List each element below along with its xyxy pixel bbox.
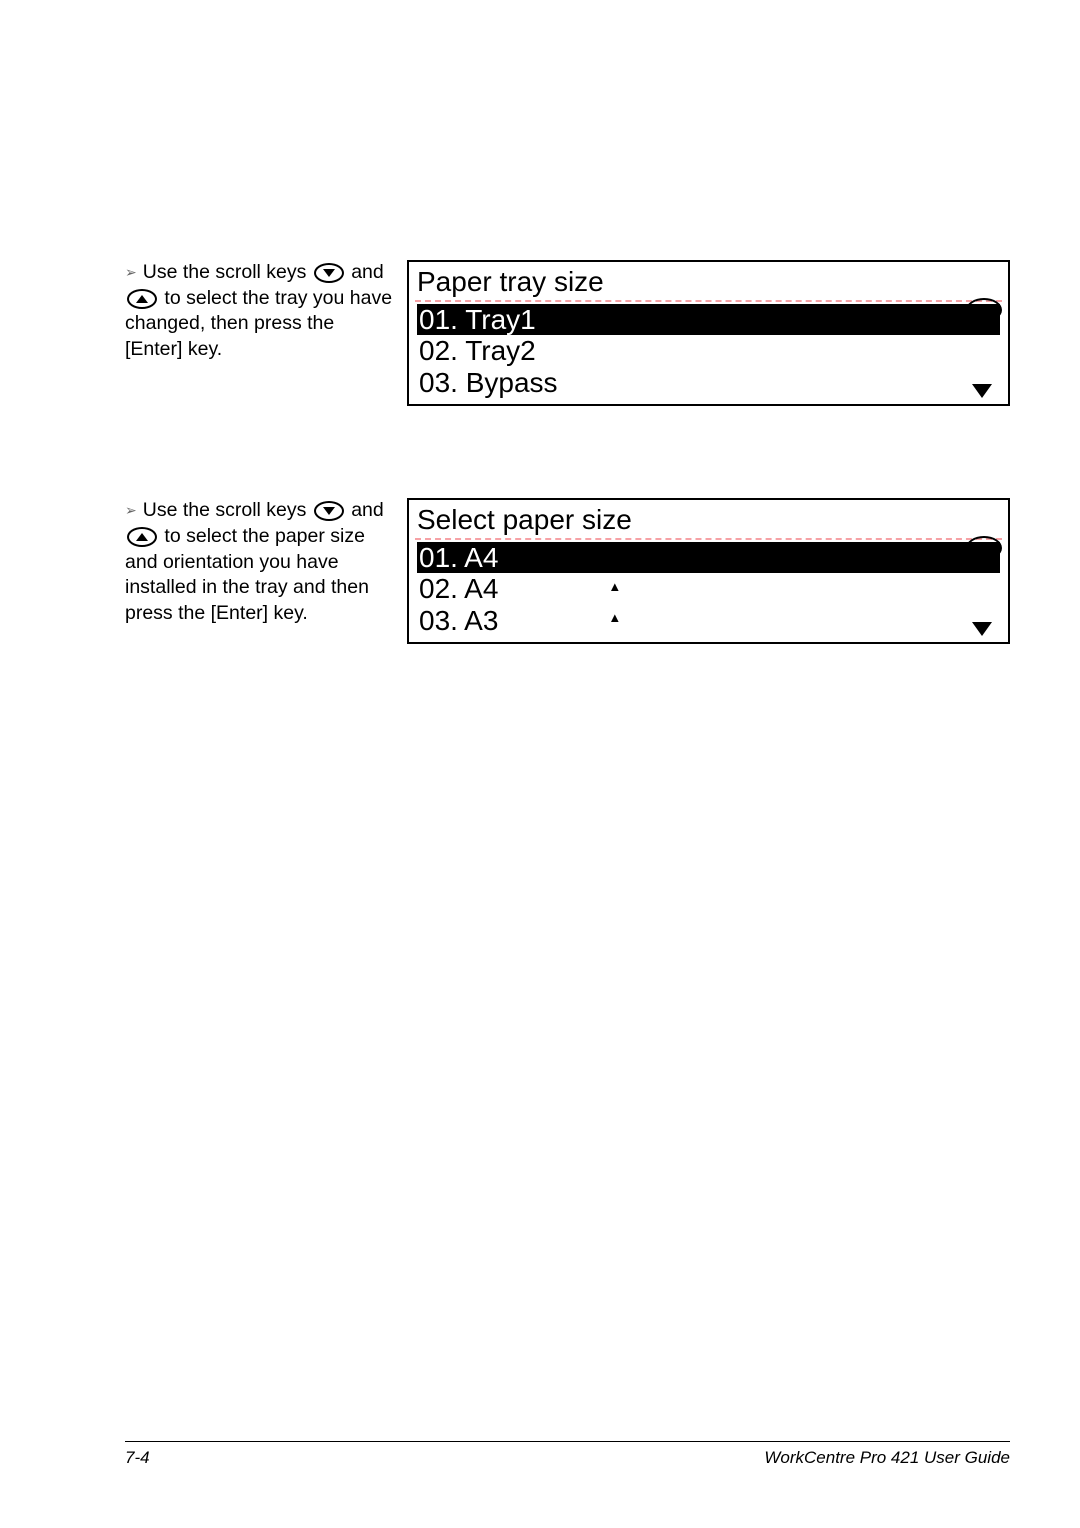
document-page: ➢ Use the scroll keys and to select the t… bbox=[0, 0, 1080, 1528]
step-1-row: ➢ Use the scroll keys and to select the t… bbox=[125, 260, 1010, 406]
step2-text-b: and bbox=[346, 499, 384, 521]
page-number: 7-4 bbox=[125, 1448, 150, 1468]
step2-text-c: to select the paper size and orientation… bbox=[125, 525, 369, 624]
list-item-label: 01. A4 bbox=[419, 542, 498, 573]
step-1-instruction: ➢ Use the scroll keys and to select the t… bbox=[125, 260, 395, 363]
scroll-up-key-icon bbox=[127, 289, 157, 309]
step-2-row: ➢ Use the scroll keys and to select the p… bbox=[125, 498, 1010, 644]
list-item-label: 02. Tray2 bbox=[419, 335, 536, 366]
scroll-up-icon[interactable] bbox=[966, 536, 1002, 560]
guide-title: WorkCentre Pro 421 User Guide bbox=[764, 1448, 1010, 1468]
page-footer: 7-4 WorkCentre Pro 421 User Guide bbox=[125, 1441, 1010, 1468]
scroll-down-key-icon bbox=[314, 501, 344, 521]
display1-title: Paper tray size bbox=[417, 266, 1000, 298]
footer-row: 7-4 WorkCentre Pro 421 User Guide bbox=[125, 1448, 1010, 1468]
display-paper-tray-size: Paper tray size 01. Tray1 02. Tray2 03. … bbox=[407, 260, 1010, 406]
bullet-icon: ➢ bbox=[125, 263, 137, 281]
list-item-label: 03. A3 bbox=[419, 605, 498, 636]
list-item-tray2[interactable]: 02. Tray2 bbox=[417, 335, 1000, 366]
step1-text-a: Use the scroll keys bbox=[143, 261, 312, 283]
step1-text-b: and bbox=[346, 261, 384, 283]
display-select-paper-size: Select paper size 01. A4 02. A4 ▲ 03. A3… bbox=[407, 498, 1010, 644]
scroll-down-icon[interactable] bbox=[972, 622, 992, 636]
orientation-marker: ▲ bbox=[608, 580, 621, 595]
list-item-a3[interactable]: 03. A3 ▲ bbox=[417, 605, 1000, 636]
list-item-label: 03. Bypass bbox=[419, 367, 558, 398]
scroll-down-icon[interactable] bbox=[972, 384, 992, 398]
list-item-label: 01. Tray1 bbox=[419, 304, 536, 335]
scroll-up-key-icon bbox=[127, 527, 157, 547]
list-item-bypass[interactable]: 03. Bypass bbox=[417, 367, 1000, 398]
scroll-up-icon[interactable] bbox=[966, 298, 1002, 322]
list-item-tray1[interactable]: 01. Tray1 bbox=[417, 304, 1000, 335]
bullet-icon: ➢ bbox=[125, 501, 137, 519]
scroll-down-key-icon bbox=[314, 263, 344, 283]
divider-dotted bbox=[415, 300, 1002, 302]
orientation-marker: ▲ bbox=[608, 611, 621, 626]
step2-text-a: Use the scroll keys bbox=[143, 499, 312, 521]
list-item-a4-1[interactable]: 01. A4 bbox=[417, 542, 1000, 573]
divider-dotted bbox=[415, 538, 1002, 540]
step1-text-c: to select the tray you have changed, the… bbox=[125, 287, 392, 360]
step-2-instruction: ➢ Use the scroll keys and to select the p… bbox=[125, 498, 395, 627]
list-item-a4-2[interactable]: 02. A4 ▲ bbox=[417, 573, 1000, 604]
list-item-label: 02. A4 bbox=[419, 573, 498, 604]
footer-divider bbox=[125, 1441, 1010, 1442]
display2-title: Select paper size bbox=[417, 504, 1000, 536]
